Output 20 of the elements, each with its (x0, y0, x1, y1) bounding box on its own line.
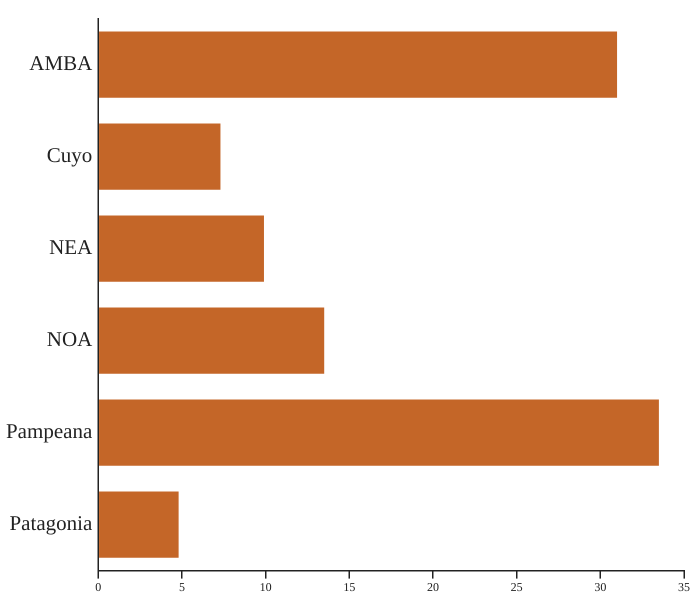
x-tick-label: 20 (426, 580, 439, 594)
x-tick-label: 5 (178, 580, 185, 594)
y-tick-label: Cuyo (46, 143, 92, 168)
x-tick-label: 35 (678, 580, 690, 594)
x-tick-label: 15 (343, 580, 356, 594)
bar (99, 123, 220, 190)
y-tick-label: Pampeana (6, 419, 93, 444)
y-tick-label: Patagonia (9, 511, 93, 536)
y-tick-label: NOA (46, 327, 94, 352)
y-tick-label: AMBA (29, 51, 94, 76)
x-tick-label: 30 (594, 580, 606, 594)
bar (99, 399, 659, 466)
bar (99, 215, 264, 282)
x-tick-label: 10 (260, 580, 272, 594)
x-tick-label: 0 (95, 580, 102, 594)
x-tick-label: 25 (510, 580, 523, 594)
bar (99, 31, 618, 98)
y-tick-label: NEA (49, 235, 94, 260)
bar (99, 491, 179, 558)
bar (99, 307, 324, 374)
